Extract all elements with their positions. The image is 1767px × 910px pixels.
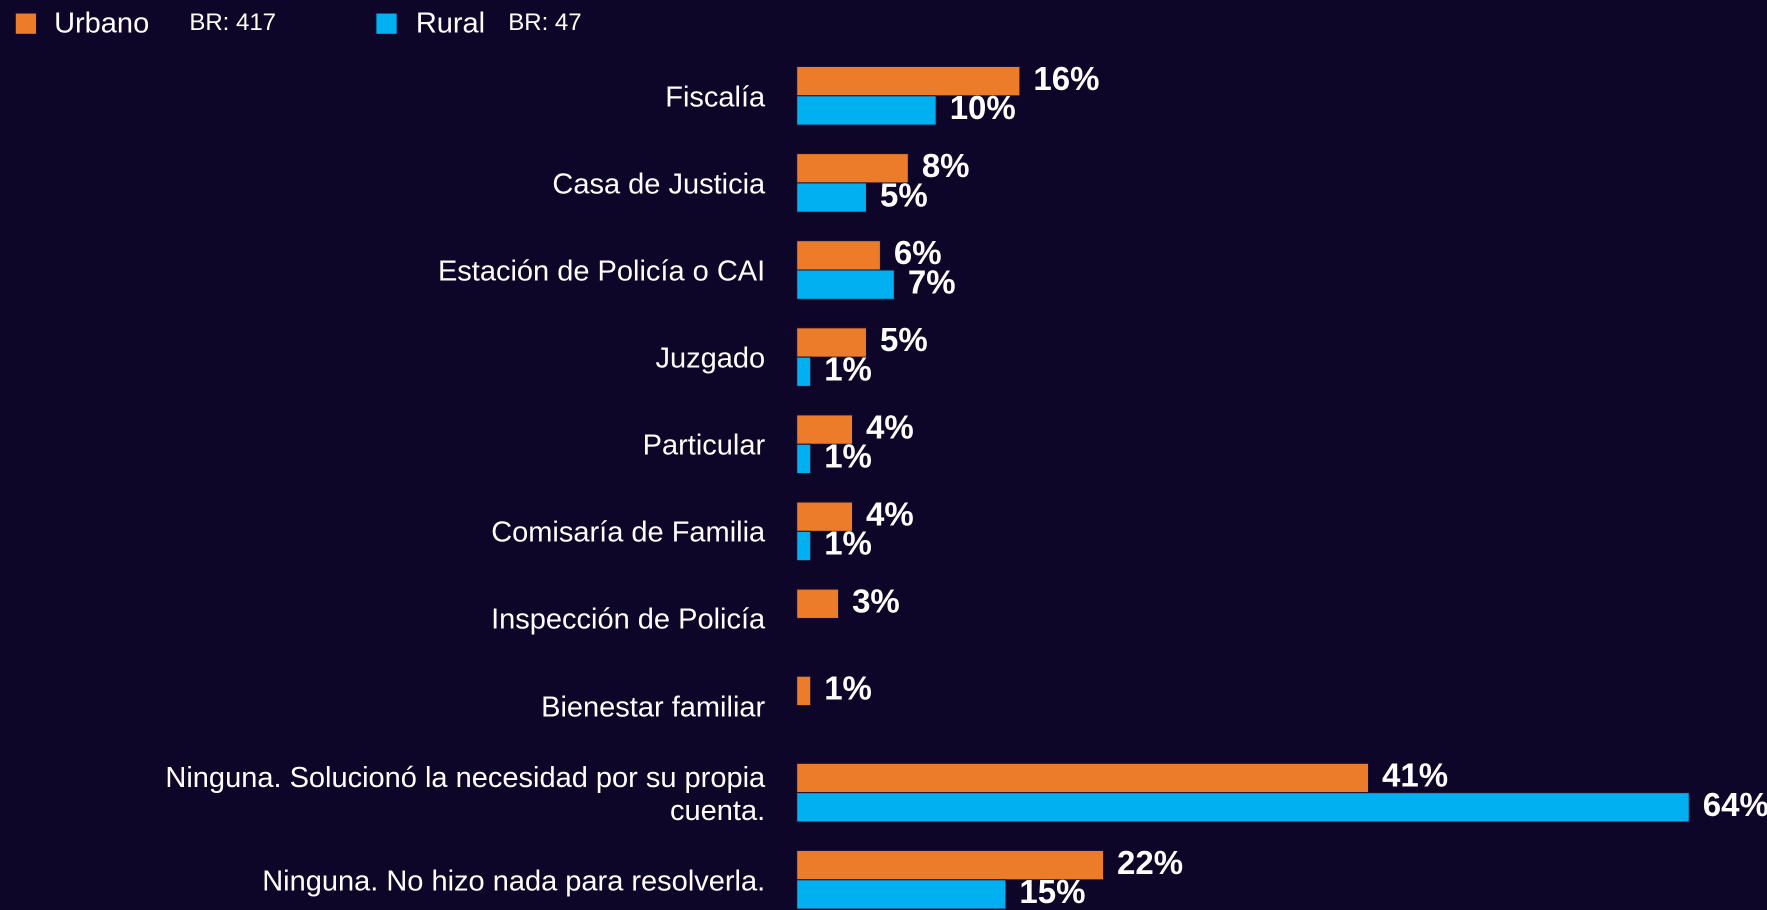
- value-label: 16%: [1033, 60, 1099, 97]
- bar: [796, 530, 812, 562]
- category-label: Inspección de Policía: [491, 603, 766, 636]
- value-label: 1%: [824, 350, 872, 387]
- bar: [796, 879, 1007, 910]
- bar: [796, 269, 895, 300]
- value-label: 41%: [1382, 757, 1448, 794]
- value-label: 1%: [824, 670, 872, 707]
- bar: [796, 153, 909, 184]
- bar: [796, 792, 1690, 823]
- value-label: 1%: [824, 438, 872, 475]
- value-label: 22%: [1117, 844, 1183, 881]
- bar: [796, 501, 854, 532]
- value-label: 5%: [880, 176, 928, 213]
- bar: [796, 675, 812, 707]
- category-label: Fiscalía: [665, 81, 766, 114]
- bar: [796, 414, 854, 445]
- bar: [796, 443, 812, 475]
- category-label: Juzgado: [655, 342, 766, 375]
- value-label: 64%: [1703, 786, 1767, 823]
- legend-base: BR: 417: [189, 9, 276, 36]
- bar: [796, 95, 937, 126]
- bar: [796, 327, 867, 358]
- category-label: Ninguna. No hizo nada para resolverla.: [262, 865, 766, 898]
- category-label: Ninguna. Solucionó la necesidad por su p…: [165, 761, 766, 827]
- value-label: 5%: [880, 321, 928, 358]
- category-label: Casa de Justicia: [552, 168, 766, 201]
- bar: [796, 65, 1021, 97]
- legend-label: Urbano: [54, 7, 149, 39]
- value-label: 4%: [866, 408, 914, 445]
- value-label: 7%: [908, 263, 956, 300]
- bar: [796, 240, 881, 271]
- legend-swatch: [376, 13, 397, 34]
- value-label: 8%: [922, 147, 970, 184]
- value-label: 15%: [1019, 873, 1085, 910]
- bar: [796, 588, 840, 619]
- category-label: Estación de Policía o CAI: [437, 255, 766, 288]
- legend-swatch: [15, 13, 37, 34]
- bar: [796, 762, 1369, 794]
- value-label: 3%: [852, 583, 900, 620]
- category-label: Bienestar familiar: [541, 691, 766, 724]
- value-label: 6%: [894, 234, 942, 271]
- legend-base: BR: 47: [508, 9, 581, 36]
- legend-label: Rural: [416, 7, 485, 39]
- bar: [796, 182, 867, 213]
- value-label: 4%: [866, 495, 914, 532]
- category-label: Comisaría de Familia: [491, 516, 766, 549]
- value-label: 1%: [824, 525, 872, 562]
- category-label: Particular: [642, 429, 766, 462]
- bar: [796, 356, 812, 387]
- value-label: 10%: [950, 89, 1016, 126]
